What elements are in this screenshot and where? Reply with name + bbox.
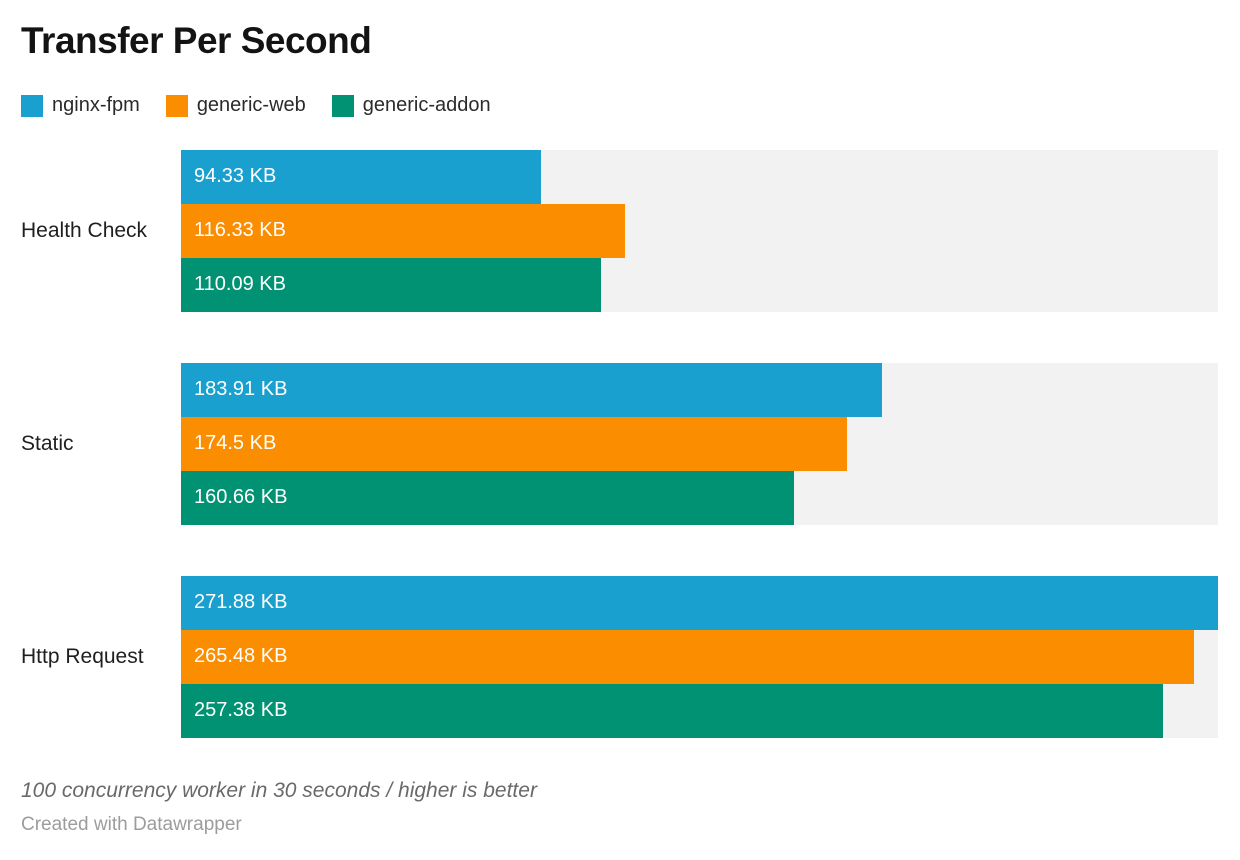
bar-group-health-check: Health Check 94.33 KB 116.33 KB 110.09 KB	[0, 149, 1240, 312]
bar-row: 257.38 KB	[181, 683, 1218, 738]
bar-row: 174.5 KB	[181, 416, 1218, 471]
bar-value-label: 94.33 KB	[194, 165, 277, 188]
legend-swatch-icon	[331, 94, 354, 117]
chart-note: 100 concurrency worker in 30 seconds / h…	[21, 778, 537, 802]
bar-generic-addon-static: 160.66 KB	[181, 470, 794, 525]
legend-label: generic-web	[196, 94, 306, 117]
bar-value-label: 110.09 KB	[194, 273, 286, 296]
bar-value-label: 265.48 KB	[194, 645, 288, 668]
chart-title: Transfer Per Second	[21, 20, 372, 61]
legend: nginx-fpm generic-web generic-addon	[21, 94, 1240, 118]
bar-row: 110.09 KB	[181, 257, 1218, 312]
datawrapper-credit: Created with Datawrapper	[21, 813, 242, 835]
legend-label: nginx-fpm	[52, 94, 140, 117]
bar-group-static: Static 183.91 KB 174.5 KB 160.66 KB	[0, 362, 1240, 525]
category-label: Health Check	[21, 218, 148, 242]
bar-generic-web-health-check: 116.33 KB	[181, 203, 625, 258]
legend-swatch-icon	[21, 94, 43, 117]
bar-row: 116.33 KB	[181, 203, 1218, 258]
bar-nginx-fpm-static: 183.91 KB	[181, 362, 883, 417]
bar-generic-web-static: 174.5 KB	[181, 416, 847, 471]
bar-row: 183.91 KB	[181, 362, 1218, 417]
bar-row: 271.88 KB	[181, 575, 1218, 630]
bar-generic-addon-http-request: 257.38 KB	[181, 683, 1163, 738]
bar-nginx-fpm-health-check: 94.33 KB	[181, 149, 541, 204]
bar-chart: Health Check 94.33 KB 116.33 KB 110.09 KB St…	[0, 149, 1240, 738]
bar-value-label: 116.33 KB	[194, 219, 286, 242]
bar-value-label: 160.66 KB	[194, 486, 288, 509]
bar-row: 94.33 KB	[181, 149, 1218, 204]
legend-label: generic-addon	[362, 94, 491, 117]
legend-item-generic-addon: generic-addon	[331, 94, 491, 117]
category-label: Http Request	[21, 644, 144, 668]
bar-value-label: 183.91 KB	[194, 378, 288, 401]
bar-track: 94.33 KB 116.33 KB 110.09 KB	[181, 149, 1218, 312]
bar-generic-addon-health-check: 110.09 KB	[181, 257, 601, 312]
bar-value-label: 271.88 KB	[194, 591, 288, 614]
bar-row: 265.48 KB	[181, 629, 1218, 684]
bar-group-http-request: Http Request 271.88 KB 265.48 KB 257.38 KB	[0, 575, 1240, 738]
legend-swatch-icon	[165, 94, 188, 117]
bar-nginx-fpm-http-request: 271.88 KB	[181, 575, 1218, 630]
legend-item-generic-web: generic-web	[165, 94, 306, 117]
bar-track: 183.91 KB 174.5 KB 160.66 KB	[181, 362, 1218, 525]
bar-value-label: 257.38 KB	[194, 699, 288, 722]
bar-track: 271.88 KB 265.48 KB 257.38 KB	[181, 575, 1218, 738]
bar-value-label: 174.5 KB	[194, 432, 277, 455]
bar-row: 160.66 KB	[181, 470, 1218, 525]
category-label: Static	[21, 431, 74, 455]
legend-item-nginx-fpm: nginx-fpm	[21, 94, 140, 117]
bar-generic-web-http-request: 265.48 KB	[181, 629, 1194, 684]
